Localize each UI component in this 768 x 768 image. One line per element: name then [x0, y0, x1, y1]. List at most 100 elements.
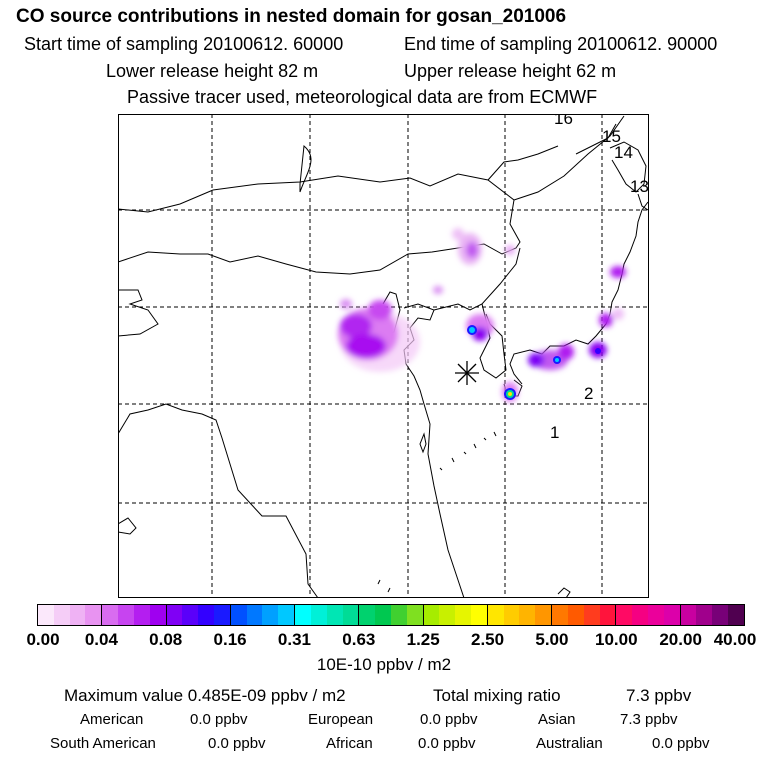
lower-release-label: Lower release height 82 m [106, 61, 319, 81]
colorbar-swatch [439, 605, 456, 625]
colorbar-swatch [69, 605, 86, 625]
colorbar-swatch [503, 605, 520, 625]
colorbar-swatch [599, 605, 616, 625]
colorbar-swatch [375, 605, 391, 625]
colorbar-swatch [519, 605, 536, 625]
colorbar-swatch [535, 605, 552, 625]
maximum-value: Maximum value 0.485E-09 ppbv / m2 [64, 686, 346, 705]
concentration-plume [338, 228, 626, 402]
region-label-14: 14 [614, 143, 633, 162]
map-panel: 16 15 14 13 2 1 [118, 114, 649, 598]
colorbar-unit: 10E-10 ppbv / m2 [316, 655, 452, 674]
colorbar-segment [295, 605, 360, 625]
colorbar-swatch [133, 605, 150, 625]
region-label-16: 16 [554, 114, 573, 128]
region-labels: 16 15 14 13 2 1 [550, 114, 649, 442]
colorbar-swatch [118, 605, 134, 625]
american-value: 0.0 ppbv [190, 711, 248, 728]
colorbar-tick-label: 0.00 [26, 630, 60, 649]
colorbar-tick-label: 10.00 [594, 630, 638, 649]
colorbar-segment [487, 605, 553, 625]
colorbar-swatch [295, 605, 311, 625]
colorbar-segment [166, 605, 231, 625]
colorbar [37, 604, 745, 626]
european-label: European [308, 711, 374, 728]
australian-label: Australian [536, 735, 603, 752]
colorbar-tick-label: 40.00 [713, 630, 757, 649]
region-label-1: 1 [550, 423, 559, 442]
region-label-15: 15 [602, 127, 621, 146]
colorbar-tick-label: 0.08 [149, 630, 183, 649]
colorbar-swatch [359, 605, 376, 625]
colorbar-swatch [149, 605, 166, 625]
colorbar-swatch [423, 605, 440, 625]
colorbar-swatch [632, 605, 649, 625]
colorbar-swatch [696, 605, 713, 625]
start-time-label: Start time of sampling 20100612. 60000 [24, 34, 344, 54]
colorbar-tick-label: 5.00 [535, 630, 569, 649]
colorbar-swatch [310, 605, 327, 625]
upper-release-label: Upper release height 62 m [404, 61, 617, 81]
plot-title: CO source contributions in nested domain… [16, 6, 567, 27]
colorbar-swatch [567, 605, 584, 625]
colorbar-swatch [390, 605, 407, 625]
colorbar-segment [38, 605, 103, 625]
colorbar-swatch [471, 605, 487, 625]
african-value: 0.0 ppbv [418, 735, 476, 752]
colorbar-swatch [102, 605, 119, 625]
south-american-label: South American [50, 735, 156, 752]
receptor-marker-icon [455, 361, 479, 385]
colorbar-segment [359, 605, 424, 625]
colorbar-swatch [616, 605, 633, 625]
colorbar-segment [230, 605, 296, 625]
map-frame [118, 114, 649, 598]
colorbar-swatch [326, 605, 343, 625]
colorbar-segment [423, 605, 488, 625]
colorbar-swatch [38, 605, 54, 625]
south-american-value: 0.0 ppbv [208, 735, 266, 752]
tracer-note: Passive tracer used, meteorological data… [127, 87, 598, 107]
colorbar-tick-label: 2.50 [470, 630, 505, 649]
colorbar-tick-label: 20.00 [659, 630, 702, 649]
colorbar-segment [680, 605, 744, 625]
colorbar-swatch [278, 605, 295, 625]
colorbar-tick-label: 0.04 [84, 630, 118, 649]
colorbar-tick-label: 0.63 [342, 630, 376, 649]
graticule [118, 114, 649, 598]
african-label: African [326, 735, 373, 752]
american-label: American [80, 711, 144, 728]
concentration-hotspots [467, 325, 601, 400]
colorbar-tick-label: 1.25 [406, 630, 440, 649]
end-time-label: End time of sampling 20100612. 90000 [404, 34, 718, 54]
colorbar-swatch [663, 605, 680, 625]
colorbar-swatch [648, 605, 664, 625]
colorbar-swatch [455, 605, 472, 625]
colorbar-swatch [230, 605, 247, 625]
colorbar-tick-label: 0.16 [213, 630, 247, 649]
colorbar-swatch [342, 605, 359, 625]
colorbar-swatch [583, 605, 600, 625]
colorbar-swatch [213, 605, 230, 625]
colorbar-swatch [728, 605, 744, 625]
colorbar-segment [102, 605, 167, 625]
colorbar-segment [552, 605, 617, 625]
colorbar-swatch [487, 605, 504, 625]
european-value: 0.0 ppbv [420, 711, 478, 728]
colorbar-tick-label: 0.31 [277, 630, 311, 649]
asian-value: 7.3 ppbv [620, 711, 678, 728]
colorbar-segment [616, 605, 681, 625]
colorbar-swatch [246, 605, 263, 625]
colorbar-swatch [552, 605, 568, 625]
total-mixing-ratio-value: 7.3 ppbv [626, 686, 692, 705]
colorbar-swatch [712, 605, 729, 625]
australian-value: 0.0 ppbv [652, 735, 710, 752]
colorbar-swatch [406, 605, 423, 625]
asian-label: Asian [538, 711, 576, 728]
colorbar-swatch [198, 605, 214, 625]
region-label-2: 2 [584, 384, 593, 403]
colorbar-swatch [182, 605, 199, 625]
colorbar-swatch [53, 605, 70, 625]
colorbar-swatch [262, 605, 279, 625]
total-mixing-ratio-label: Total mixing ratio [433, 686, 561, 705]
colorbar-swatch [680, 605, 697, 625]
